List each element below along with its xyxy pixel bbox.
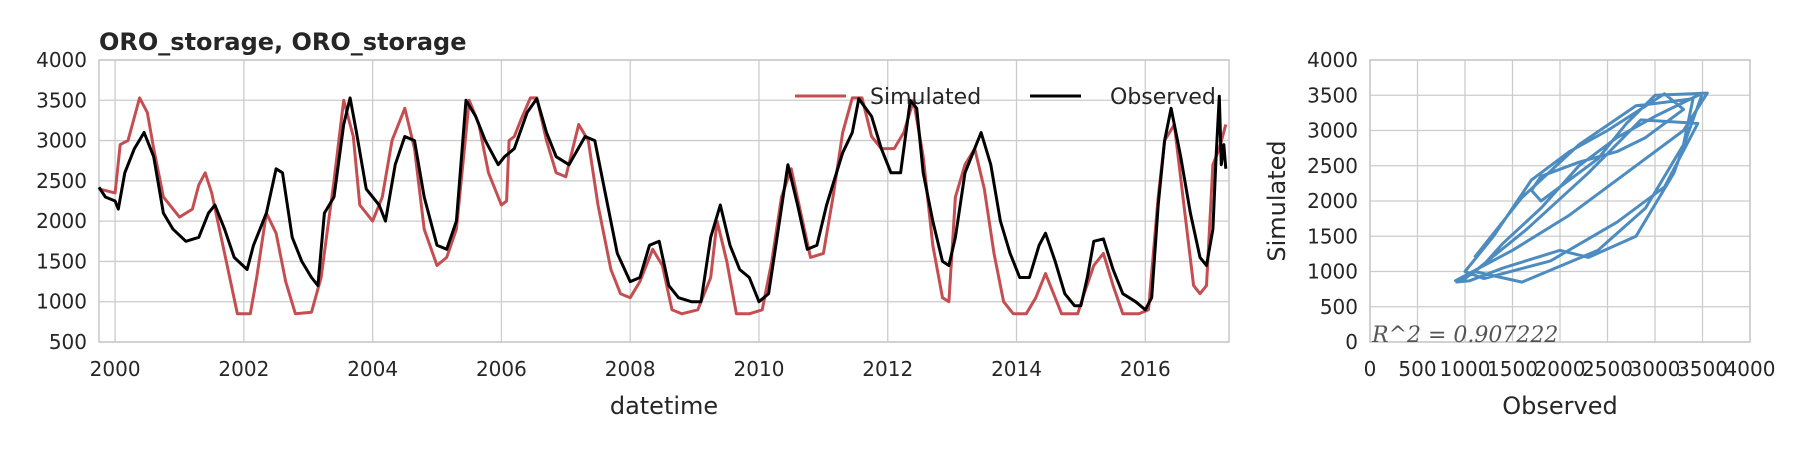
timeseries-x-tick-label: 2012 [862, 357, 913, 381]
timeseries-y-ticks: 500 1000 1500 2000 2500 3000 3500 4000 [36, 48, 87, 354]
timeseries-x-tick-label: 2010 [734, 357, 785, 381]
timeseries-y-tick-label: 1000 [36, 290, 87, 314]
scatter-x-axis-label: Observed [1502, 392, 1617, 420]
scatter-y-axis-label: Simulated [1263, 140, 1291, 261]
scatter-x-tick-label: 1500 [1487, 357, 1538, 381]
scatter-x-tick-label: 2000 [1535, 357, 1586, 381]
scatter-x-tick-label: 1000 [1440, 357, 1491, 381]
scatter-x-tick-label: 2500 [1582, 357, 1633, 381]
x-axis-label: datetime [610, 392, 718, 420]
timeseries-lines [97, 94, 1228, 316]
timeseries-y-tick-label: 3500 [36, 88, 87, 112]
timeseries-x-ticks: 2000 2002 2004 2006 2008 2010 2012 2014 2016 [90, 357, 1171, 381]
scatter-y-tick-label: 500 [1320, 295, 1358, 319]
scatter-y-tick-label: 3000 [1307, 119, 1358, 143]
timeseries-y-tick-label: 2000 [36, 209, 87, 233]
scatter-y-tick-label: 2000 [1307, 189, 1358, 213]
scatter-y-tick-label: 4000 [1307, 48, 1358, 72]
scatter-y-tick-label: 3500 [1307, 83, 1358, 107]
scatter-x-tick-label: 4000 [1725, 357, 1776, 381]
timeseries-x-tick-label: 2014 [991, 357, 1042, 381]
timeseries-grid [99, 59, 1229, 343]
r-squared-annotation: R^2 = 0.907222 [1371, 323, 1558, 348]
timeseries-y-tick-label: 2500 [36, 169, 87, 193]
timeseries-x-tick-label: 2008 [605, 357, 656, 381]
scatter-x-tick-label: 500 [1398, 357, 1436, 381]
timeseries-x-tick-label: 2002 [218, 357, 269, 381]
timeseries-x-tick-label: 2000 [90, 357, 141, 381]
scatter-y-tick-label: 0 [1345, 330, 1358, 354]
timeseries-y-tick-label: 1500 [36, 249, 87, 273]
timeseries-y-tick-label: 500 [49, 330, 87, 354]
legend-observed-label: Observed [1110, 85, 1216, 110]
timeseries-y-tick-label: 3000 [36, 129, 87, 153]
timeseries-x-tick-label: 2016 [1120, 357, 1171, 381]
scatter-frame [1369, 59, 1751, 343]
scatter-x-tick-label: 3000 [1630, 357, 1681, 381]
scatter-y-ticks: 0 500 1000 1500 2000 2500 3000 3500 4000 [1307, 48, 1358, 354]
timeseries-x-tick-label: 2006 [476, 357, 527, 381]
chart-title: ORO_storage, ORO_storage [99, 28, 467, 56]
legend-simulated-label: Simulated [870, 85, 981, 110]
timeseries-chart: ORO_storage, ORO_storage 500 1000 1500 2000… [36, 28, 1230, 420]
scatter-series-line [1454, 91, 1709, 284]
timeseries-frame [98, 59, 1230, 343]
scatter-y-tick-label: 1000 [1307, 260, 1358, 284]
observed-series-line [97, 94, 1228, 312]
scatter-y-tick-label: 1500 [1307, 224, 1358, 248]
scatter-y-tick-label: 2500 [1307, 154, 1358, 178]
timeseries-x-tick-label: 2004 [347, 357, 398, 381]
legend: Simulated Observed [795, 85, 1216, 110]
scatter-x-tick-label: 0 [1364, 357, 1377, 381]
scatter-lines [1454, 91, 1709, 284]
timeseries-y-tick-label: 4000 [36, 48, 87, 72]
scatter-x-tick-label: 3500 [1677, 357, 1728, 381]
simulated-series-line [98, 96, 1228, 316]
